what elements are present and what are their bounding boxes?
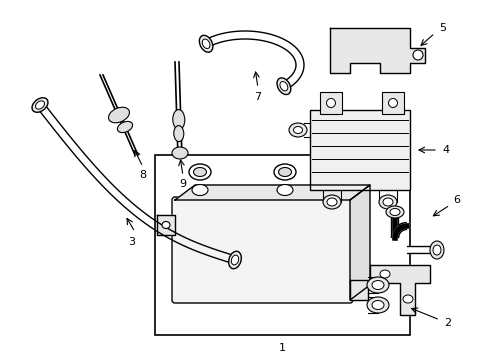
Ellipse shape	[387, 99, 397, 108]
Ellipse shape	[379, 270, 389, 278]
Ellipse shape	[192, 185, 207, 195]
Text: 5: 5	[439, 23, 446, 33]
Ellipse shape	[172, 147, 187, 159]
Ellipse shape	[432, 245, 440, 255]
Ellipse shape	[162, 221, 170, 229]
Ellipse shape	[366, 297, 388, 313]
Text: 1: 1	[278, 343, 285, 353]
Text: 8: 8	[139, 170, 146, 180]
Ellipse shape	[108, 107, 129, 123]
Ellipse shape	[228, 251, 241, 269]
Ellipse shape	[389, 208, 399, 216]
Ellipse shape	[117, 121, 132, 132]
Bar	[155, 155, 409, 335]
Polygon shape	[175, 185, 369, 200]
Ellipse shape	[385, 206, 403, 218]
Polygon shape	[349, 185, 369, 300]
Ellipse shape	[378, 195, 396, 209]
Ellipse shape	[231, 255, 238, 265]
Ellipse shape	[36, 101, 44, 109]
Bar	[381, 92, 403, 114]
Ellipse shape	[193, 167, 206, 176]
Ellipse shape	[273, 164, 295, 180]
Ellipse shape	[280, 82, 287, 91]
Ellipse shape	[371, 280, 383, 289]
Polygon shape	[157, 215, 175, 235]
Ellipse shape	[202, 39, 209, 49]
Ellipse shape	[326, 198, 336, 206]
Text: 2: 2	[444, 318, 450, 328]
Ellipse shape	[371, 301, 383, 310]
Ellipse shape	[278, 167, 291, 176]
Ellipse shape	[189, 164, 210, 180]
Polygon shape	[329, 28, 424, 73]
Text: 6: 6	[452, 195, 460, 205]
Ellipse shape	[288, 123, 306, 137]
Bar	[309, 110, 409, 190]
FancyBboxPatch shape	[172, 197, 352, 303]
Bar	[319, 92, 341, 114]
Text: 3: 3	[128, 237, 135, 247]
Ellipse shape	[382, 198, 392, 206]
Ellipse shape	[173, 126, 183, 141]
Ellipse shape	[172, 109, 184, 130]
Ellipse shape	[429, 241, 443, 259]
Text: 7: 7	[254, 92, 261, 102]
Ellipse shape	[32, 98, 48, 112]
Ellipse shape	[323, 195, 340, 209]
Ellipse shape	[326, 99, 335, 108]
Ellipse shape	[199, 35, 212, 52]
Polygon shape	[369, 265, 429, 315]
Ellipse shape	[276, 185, 292, 195]
Text: 4: 4	[442, 145, 448, 155]
Ellipse shape	[366, 277, 388, 293]
Text: 9: 9	[179, 179, 186, 189]
Polygon shape	[349, 280, 367, 300]
Ellipse shape	[277, 78, 290, 95]
Ellipse shape	[293, 126, 302, 134]
Ellipse shape	[402, 295, 412, 303]
Ellipse shape	[412, 50, 422, 60]
